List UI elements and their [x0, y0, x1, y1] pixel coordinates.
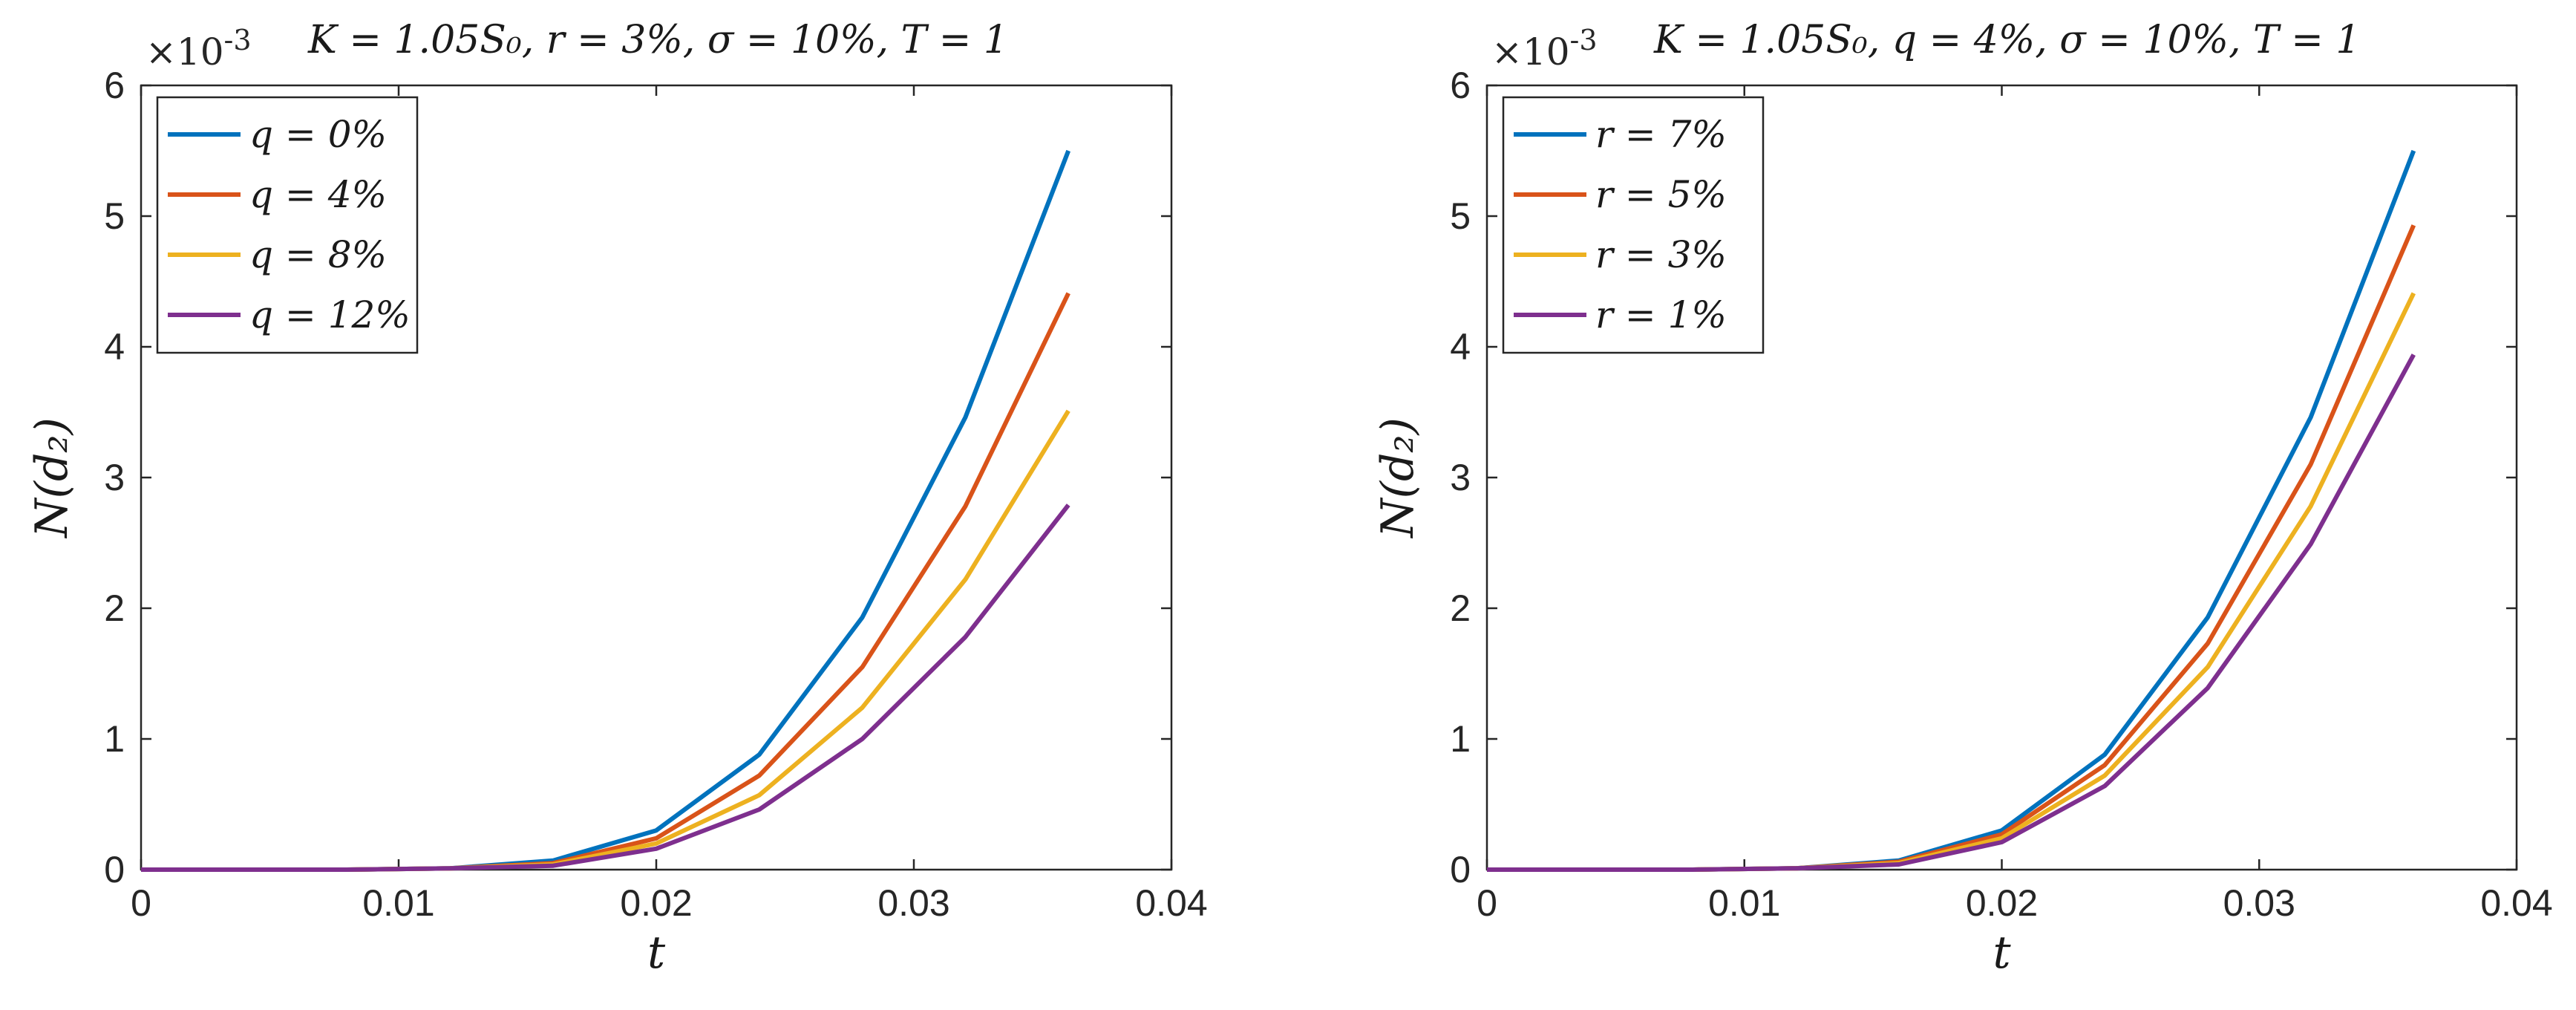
chart-2-exponent-power: -3: [1570, 24, 1598, 56]
chart-1-legend-label: q = 0%: [249, 113, 387, 156]
chart-2-y-tick-label: 0: [1450, 849, 1471, 890]
chart-1-legend-label: q = 8%: [249, 233, 387, 276]
chart-1-y-tick-label: 4: [104, 326, 125, 368]
chart-2-panel: 0 0.01 0.02 0.03 0.04 0 1 2 3 4 5 6 ×10-3 K = 1.05S₀,…: [1372, 18, 2553, 979]
chart-2-y-tick-label: 3: [1450, 457, 1471, 498]
chart-1-y-tick-label: 3: [104, 457, 125, 498]
chart-1-x-tick-label: 0.02: [620, 882, 692, 924]
chart-1-x-tick-label: 0.04: [1135, 882, 1207, 924]
chart-1-title: K = 1.05S₀, r = 3%, σ = 10%, T = 1: [307, 18, 1008, 62]
chart-1-x-tick-label: 0.03: [877, 882, 949, 924]
chart-1-x-tick-label: 0: [131, 882, 151, 924]
chart-1-legend-box: [156, 96, 419, 354]
chart-1-y-tick-label: 5: [104, 195, 125, 237]
chart-2-legend-label: r = 1%: [1595, 293, 1727, 336]
chart-1-legend-label: q = 4%: [249, 173, 387, 216]
chart-2-x-tick-label: 0.04: [2480, 882, 2552, 924]
chart-2-x-axis-label: t: [1993, 927, 2011, 979]
chart-2-y-axis-label: N(d₂): [1372, 417, 1424, 539]
chart-1-y-axis-label: N(d₂): [26, 417, 78, 539]
chart-1-y-tick-label: 2: [104, 587, 125, 629]
chart-2-legend-label: r = 7%: [1595, 113, 1727, 156]
chart-2-y-tick-label: 5: [1450, 195, 1471, 237]
chart-2-series-line-4: [1487, 354, 2416, 872]
chart-1-x-tick-label: 0.01: [362, 882, 434, 924]
chart-2-title: K = 1.05S₀, q = 4%, σ = 10%, T = 1: [1653, 18, 2360, 62]
chart-2-exponent-label: ×10-3: [1491, 24, 1598, 74]
chart-1-exponent-power: -3: [224, 24, 252, 56]
chart-2-y-tick-label: 1: [1450, 718, 1471, 760]
chart-2-x-tick-label: 0.02: [1966, 882, 2038, 924]
chart-2-x-tick-label: 0.03: [2223, 882, 2295, 924]
chart-2-y-tick-label: 4: [1450, 326, 1471, 368]
chart-2-y-tick-label: 6: [1450, 65, 1471, 106]
chart-2-x-tick-label: 0.01: [1708, 882, 1780, 924]
chart-2-legend-label: r = 5%: [1595, 173, 1727, 216]
chart-2-x-tick-label: 0: [1477, 882, 1497, 924]
chart-1-y-tick-label: 0: [104, 849, 125, 890]
chart-2-legend-box: [1502, 96, 1765, 354]
chart-2-legend-label: r = 3%: [1595, 233, 1727, 276]
chart-2-y-tick-label: 2: [1450, 587, 1471, 629]
chart-1-exponent-label: ×10-3: [146, 24, 252, 74]
chart-1-panel: 0 0.01 0.02 0.03 0.04 0 1 2 3 4 5 6 ×10-3 K = 1.05S₀,…: [26, 18, 1208, 979]
chart-1-series-line-4: [141, 504, 1070, 872]
chart-1-y-tick-label: 1: [104, 718, 125, 760]
chart-1-y-tick-label: 6: [104, 65, 125, 106]
chart-1-x-axis-label: t: [647, 927, 666, 979]
chart-1-legend-label: q = 12%: [249, 293, 411, 336]
